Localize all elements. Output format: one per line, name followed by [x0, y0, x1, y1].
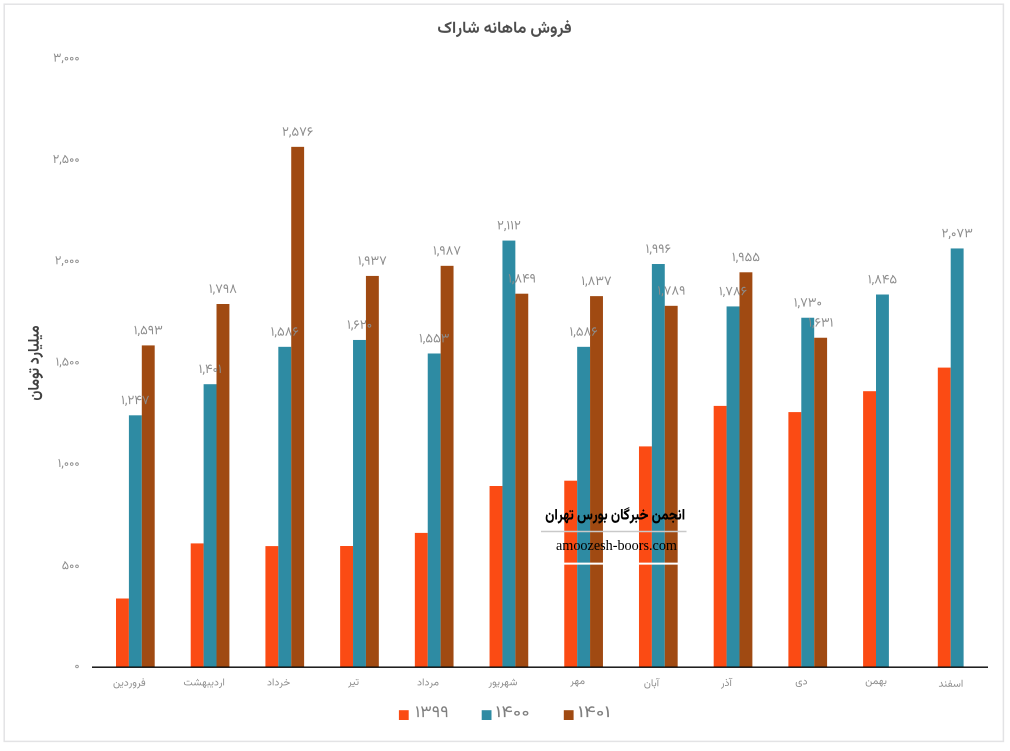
- svg-text:amoozesh-boors.com: amoozesh-boors.com: [556, 538, 677, 554]
